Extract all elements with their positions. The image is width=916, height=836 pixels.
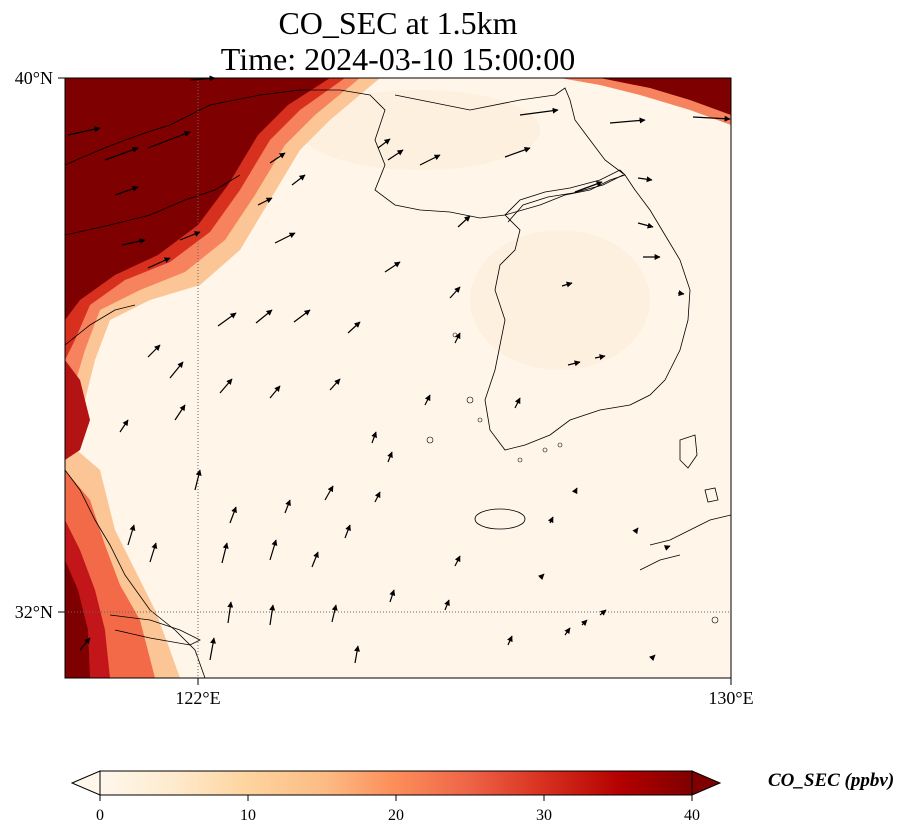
colorbar-tick-20: 20 [388,807,404,824]
map-title-line1: CO_SEC at 1.5km [278,5,518,41]
concentration-field [65,78,731,678]
colorbar-tick-40: 40 [684,807,700,824]
lon-tick-label-130: 130°E [708,688,753,708]
colorbar-title: CO_SEC (ppbv) [768,770,895,791]
wind-vectors [67,75,731,664]
colorbar-gradient [100,771,692,795]
colorbar: 0 10 20 30 40 [70,770,722,824]
map-title-line2: Time: 2024-03-10 15:00:00 [220,41,576,77]
coastlines [65,87,731,678]
lat-tick-label-32: 32°N [15,602,53,622]
axis-ticks [58,77,732,685]
colorbar-extend-max [691,770,722,796]
map-frame [64,77,732,679]
lon-tick-label-122: 122°E [175,688,220,708]
colorbar-tick-30: 30 [536,807,552,824]
gridlines [65,78,731,678]
colorbar-tick-10: 10 [240,807,256,824]
colorbar-tick-0: 0 [96,807,104,824]
lat-tick-label-40: 40°N [15,68,53,88]
colorbar-extend-min [70,770,101,796]
